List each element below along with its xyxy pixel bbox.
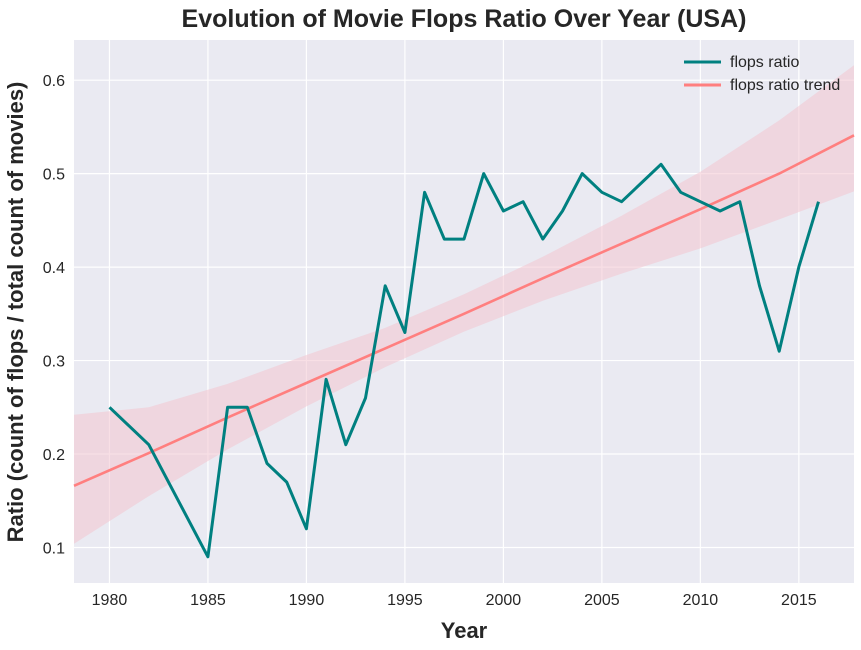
y-tick-label: 0.5 [43, 167, 65, 184]
series-line-flops-ratio [108, 162, 820, 559]
x-tick-label: 2005 [584, 592, 620, 609]
legend-label-trend: flops ratio trend [730, 77, 840, 94]
y-tick-label: 0.2 [43, 447, 65, 464]
y-tick-label: 0.1 [43, 540, 65, 557]
legend-label-flops-ratio: flops ratio [730, 54, 799, 71]
y-tick-label: 0.3 [43, 354, 65, 371]
x-tick-label: 1980 [92, 592, 128, 609]
x-tick-label: 1990 [289, 592, 325, 609]
x-tick-labels: 1980 1985 1990 1995 2000 2005 2010 2015 [92, 592, 817, 609]
x-tick-label: 1985 [190, 592, 226, 609]
y-axis-label: Ratio (count of flops / total count of m… [3, 82, 28, 543]
trend-line [73, 134, 855, 487]
lines-layer [73, 134, 855, 559]
chart-title: Evolution of Movie Flops Ratio Over Year… [182, 5, 747, 33]
confidence-band-layer [74, 65, 854, 544]
x-tick-label: 2010 [683, 592, 719, 609]
y-tick-label: 0.6 [43, 73, 65, 90]
x-axis-label: Year [441, 618, 488, 643]
y-tick-labels: 0.1 0.2 0.3 0.4 0.5 0.6 [43, 73, 65, 557]
x-tick-label: 2000 [486, 592, 522, 609]
y-tick-label: 0.4 [43, 260, 65, 277]
x-tick-label: 1995 [387, 592, 423, 609]
x-tick-label: 2015 [781, 592, 817, 609]
legend: flops ratio flops ratio trend [684, 54, 840, 94]
trend-confidence-band [74, 65, 854, 544]
